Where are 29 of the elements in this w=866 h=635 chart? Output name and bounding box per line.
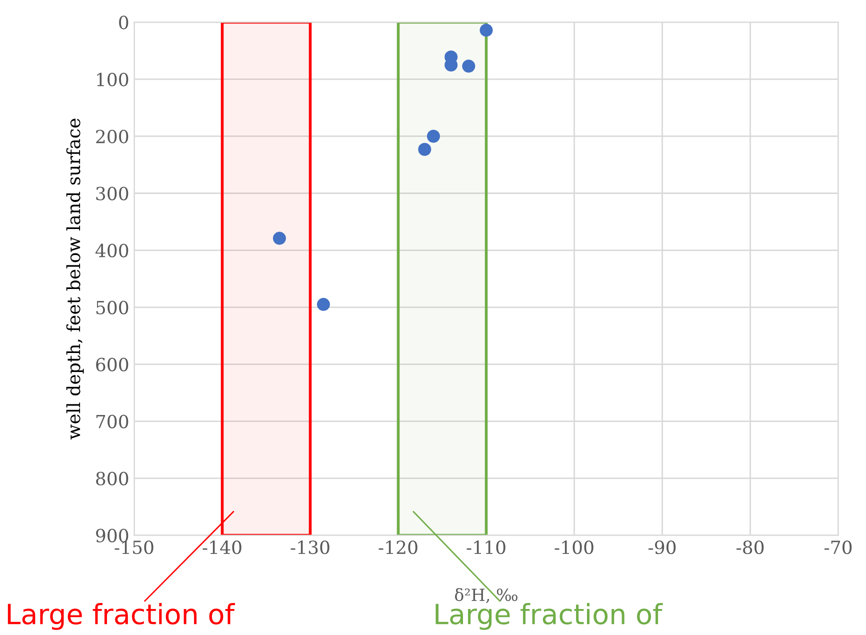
y-tick-label: 200 bbox=[96, 130, 128, 144]
x-tick-label: -150 bbox=[114, 540, 154, 554]
x-tick-label: -140 bbox=[202, 540, 242, 554]
x-tick-label: -110 bbox=[466, 540, 506, 554]
point bbox=[462, 60, 476, 73]
y-tick-label: 0 bbox=[119, 16, 128, 30]
y-tick-label: 500 bbox=[96, 300, 128, 314]
y-tick-label: 300 bbox=[96, 186, 128, 200]
y-axis-title: well depth, feet below land surface bbox=[66, 118, 84, 440]
x-tick-label: -120 bbox=[378, 540, 418, 554]
y-tick-label: 800 bbox=[96, 472, 128, 486]
point bbox=[426, 130, 440, 143]
x-tick-label: -90 bbox=[648, 540, 676, 554]
y-tick-label: 900 bbox=[96, 528, 128, 542]
x-tick-label: -130 bbox=[290, 540, 330, 554]
point bbox=[316, 298, 330, 311]
x-tick-label: -80 bbox=[736, 540, 764, 554]
y-tick-label: 400 bbox=[95, 244, 128, 258]
y-tick-label: 100 bbox=[97, 72, 128, 86]
point bbox=[272, 232, 286, 245]
point bbox=[480, 24, 493, 37]
y-tick-label: 700 bbox=[96, 414, 128, 428]
point bbox=[418, 142, 432, 156]
y-tick-label: 600 bbox=[96, 358, 128, 372]
text: Large fraction of bbox=[436, 603, 663, 630]
text: Large fraction of bbox=[8, 603, 236, 630]
x-tick-label: -70 bbox=[824, 540, 852, 554]
x-axis-title: δ²H, ‰ bbox=[454, 588, 518, 604]
x-tick-label: -100 bbox=[554, 540, 594, 554]
